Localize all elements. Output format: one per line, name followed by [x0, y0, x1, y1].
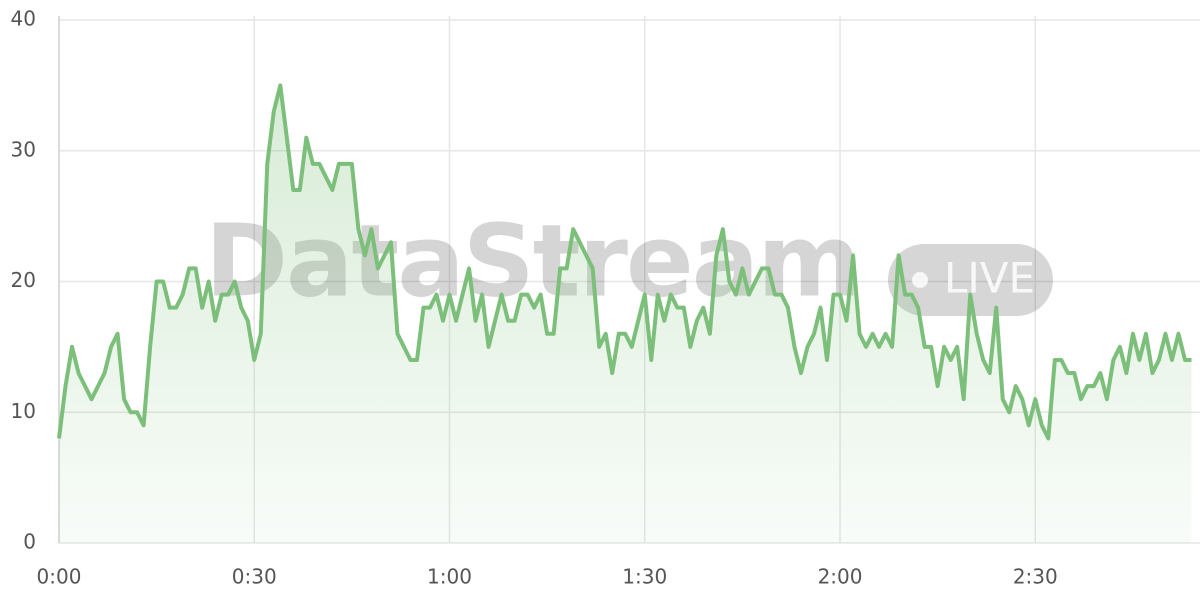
y-tick-label: 10	[11, 399, 36, 423]
y-tick-label: 20	[11, 268, 36, 292]
badge-dot	[912, 272, 928, 288]
badge: LIVE	[944, 254, 1035, 303]
x-tick-label: 1:30	[622, 565, 667, 589]
x-tick-label: 0:00	[37, 565, 82, 589]
x-tick-label: 0:30	[232, 565, 277, 589]
x-tick-label: 1:00	[427, 565, 472, 589]
x-tick-label: 2:00	[818, 565, 863, 589]
y-tick-label: 0	[23, 530, 36, 554]
line	[57, 83, 1192, 441]
badge-box	[888, 244, 1053, 316]
area	[59, 85, 1192, 543]
x-tick-label: 2:30	[1013, 565, 1058, 589]
y-tick-label: 40	[11, 7, 36, 31]
y-tick-label: 30	[11, 137, 36, 161]
